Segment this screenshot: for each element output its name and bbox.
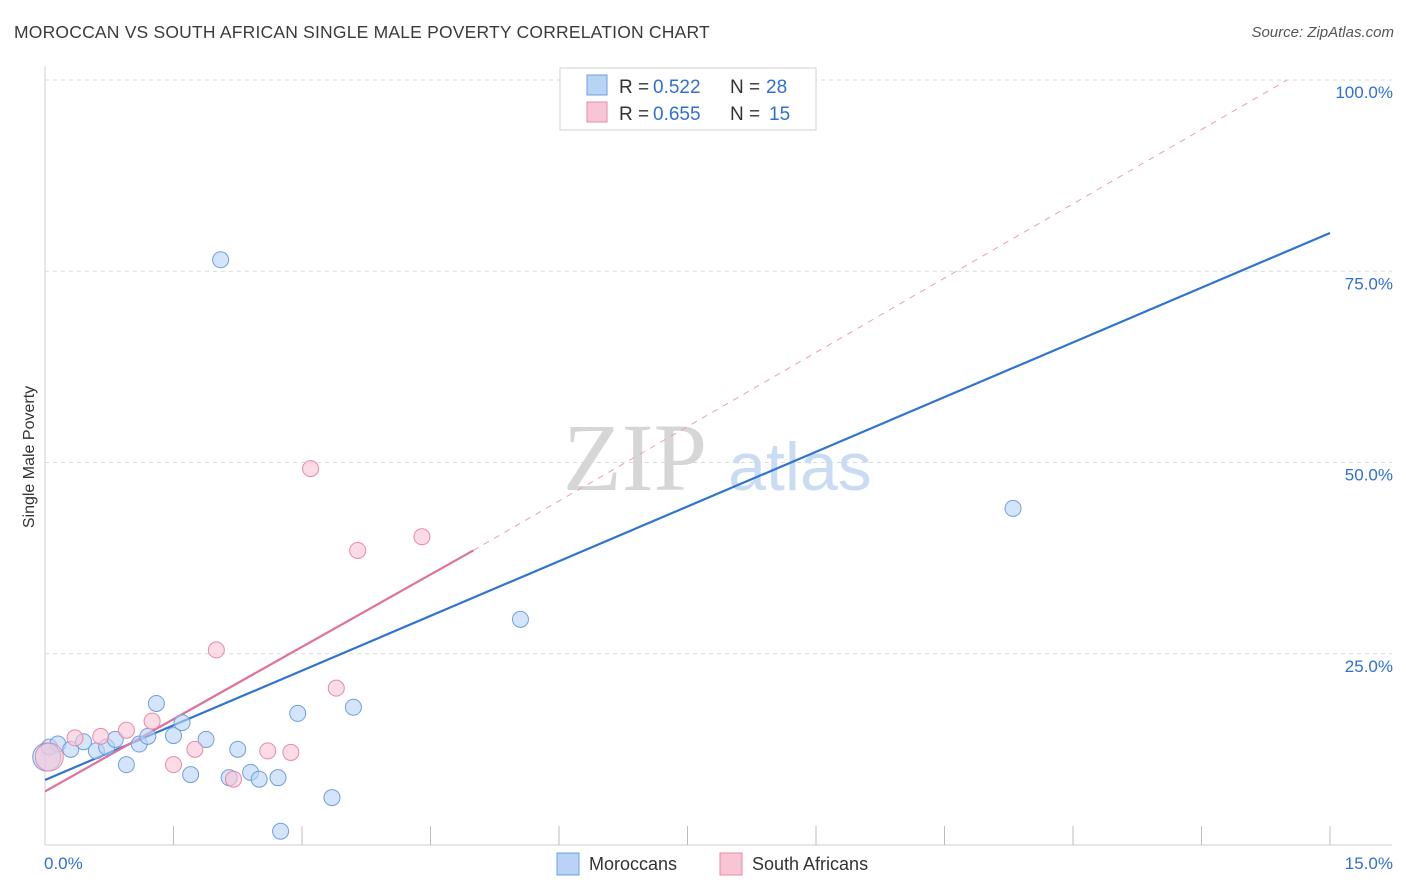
bottom-legend: Moroccans South Africans	[556, 852, 868, 876]
legend-swatch-moroccans	[586, 74, 608, 96]
point-moroccans	[139, 727, 157, 745]
legend-n-label: N =	[730, 104, 760, 125]
point-moroccans	[344, 698, 362, 716]
bottom-legend-swatch-south-africans	[719, 852, 743, 876]
legend-r-label: R =	[619, 104, 649, 125]
legend-box: R = 0.522 N = 28 R = 0.655 N = 15	[559, 67, 817, 131]
legend-r-value-moroccans: 0.522	[653, 77, 701, 98]
trend-lines	[44, 79, 1331, 793]
point-south-africans	[282, 743, 300, 761]
y-axis-title: Single Male Poverty	[21, 386, 38, 528]
point-south-africans	[349, 541, 367, 559]
y-tick-label: 75.0%	[1345, 274, 1393, 293]
point-moroccans	[1004, 499, 1022, 517]
legend-r-value-south-africans: 0.655	[653, 104, 701, 125]
point-south-africans	[224, 770, 242, 788]
point-moroccans	[250, 770, 268, 788]
points-layer	[32, 251, 1022, 840]
chart-title: MOROCCAN VS SOUTH AFRICAN SINGLE MALE PO…	[14, 22, 710, 42]
point-moroccans	[182, 766, 200, 784]
axes-layer: 25.0% 50.0% 75.0% 100.0% 0.0% 15.0%	[44, 66, 1393, 873]
point-south-africans	[186, 740, 204, 758]
source-label: Source: ZipAtlas.com	[1251, 24, 1394, 41]
bottom-legend-label-south-africans: South Africans	[752, 854, 868, 874]
point-moroccans	[173, 714, 191, 732]
legend-r-label: R =	[619, 77, 649, 98]
trend-extension-south-africans	[473, 79, 1288, 551]
bottom-legend-swatch-moroccans	[556, 852, 580, 876]
y-tick-label: 25.0%	[1345, 657, 1393, 676]
point-moroccans	[229, 740, 247, 758]
point-south-africans	[143, 712, 161, 730]
watermark-zip: ZIP	[563, 404, 707, 511]
trend-line-moroccans	[44, 231, 1331, 781]
point-moroccans	[269, 769, 287, 787]
point-south-africans	[207, 641, 225, 659]
point-moroccans	[289, 704, 307, 722]
watermark-atlas: atlas	[728, 429, 872, 505]
point-moroccans	[197, 730, 215, 748]
point-south-africans	[413, 528, 431, 546]
point-south-africans	[92, 727, 110, 745]
point-moroccans	[117, 756, 135, 774]
grid-layer	[45, 79, 1392, 655]
point-moroccans	[147, 694, 165, 712]
point-moroccans	[511, 610, 529, 628]
point-moroccans	[272, 822, 290, 840]
legend-swatch-south-africans	[586, 101, 608, 123]
point-south-africans	[302, 460, 320, 478]
point-south-africans	[66, 729, 84, 747]
trend-line-south-africans	[44, 549, 474, 793]
point-moroccans	[323, 789, 341, 807]
y-tick-label: 50.0%	[1345, 466, 1393, 485]
y-tick-label: 100.0%	[1335, 83, 1393, 102]
legend-n-value-south-africans: 15	[769, 104, 790, 125]
point-moroccans	[212, 251, 230, 269]
legend-n-label: N =	[730, 77, 760, 98]
point-south-africans	[117, 721, 135, 739]
x-tick-label-min: 0.0%	[44, 854, 83, 873]
watermark: ZIP atlas	[563, 404, 872, 511]
x-tick-label-max: 15.0%	[1345, 854, 1393, 873]
bottom-legend-label-moroccans: Moroccans	[589, 854, 677, 874]
point-south-africans	[34, 742, 64, 772]
point-south-africans	[259, 742, 277, 760]
point-south-africans	[165, 756, 182, 774]
point-moroccans	[165, 727, 182, 745]
point-south-africans	[327, 679, 345, 697]
legend-n-value-moroccans: 28	[766, 77, 787, 98]
